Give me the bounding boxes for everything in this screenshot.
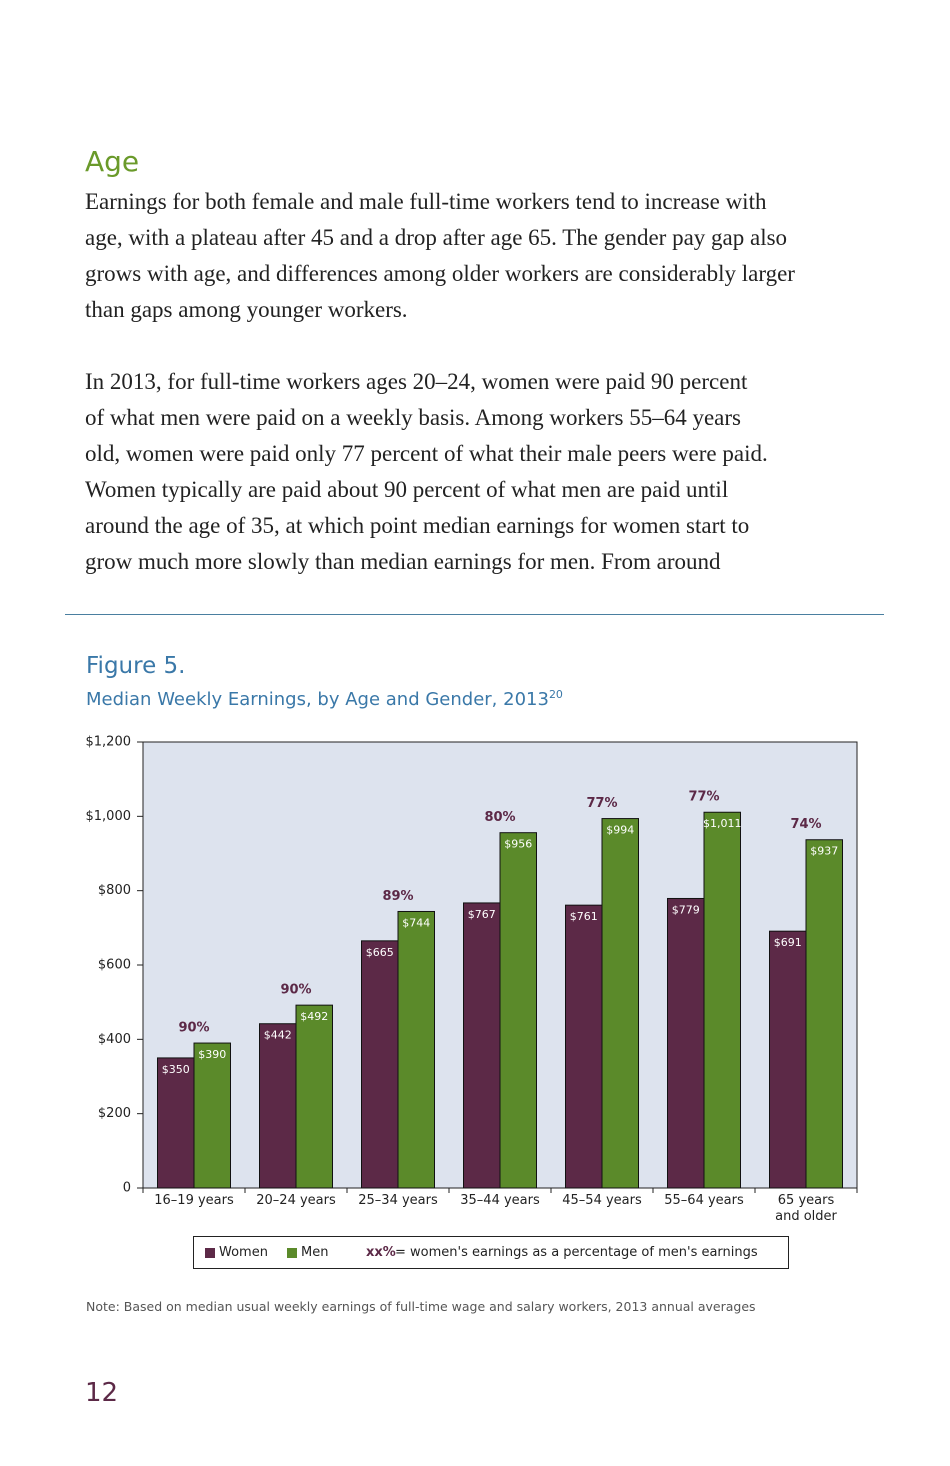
legend: Women Men xx% = women's earnings as a pe… (193, 1236, 789, 1269)
legend-label: Men (301, 1245, 329, 1260)
y-tick-label: 0 (123, 1181, 131, 1196)
divider (65, 614, 884, 615)
text-line: age, with a plateau after 45 and a drop … (85, 225, 788, 250)
value-label: $665 (366, 946, 394, 959)
value-label: $994 (606, 824, 634, 837)
paragraph: In 2013, for full-time workers ages 20–2… (85, 364, 768, 580)
value-label: $442 (264, 1029, 292, 1042)
y-tick-label: $200 (98, 1106, 131, 1121)
text-line: Earnings for both female and male full-t… (85, 189, 767, 214)
text-line: In 2013, for full-time workers ages 20–2… (85, 369, 748, 394)
bar (157, 1057, 195, 1189)
legend-label: Women (219, 1245, 268, 1260)
legend-swatch (205, 1248, 215, 1258)
y-tick-label: $800 (98, 883, 131, 898)
legend-swatch (287, 1248, 297, 1258)
bar (193, 1042, 231, 1189)
value-label: $761 (570, 910, 598, 923)
paragraph: Earnings for both female and male full-t… (85, 184, 795, 328)
x-tick-label: 16–19 years (154, 1193, 234, 1208)
page-number: 12 (85, 1378, 119, 1408)
bar (601, 818, 639, 1189)
x-tick-label: 45–54 years (562, 1193, 642, 1208)
bar (463, 902, 501, 1189)
text-line: grow much more slowly than median earnin… (85, 549, 721, 574)
value-label: $350 (162, 1063, 190, 1076)
text-line: Women typically are paid about 90 percen… (85, 477, 729, 502)
footnote-ref: 20 (548, 688, 563, 701)
value-label: $390 (198, 1048, 226, 1061)
value-label: $492 (300, 1010, 328, 1023)
bar (769, 930, 807, 1189)
value-label: $744 (402, 916, 430, 929)
gap-label: 90% (178, 1021, 209, 1036)
x-tick-label: 35–44 years (460, 1193, 540, 1208)
text-line: of what men were paid on a weekly basis.… (85, 405, 741, 430)
figure-label: Figure 5. (86, 653, 186, 679)
bar (361, 940, 399, 1189)
y-tick-label: $600 (98, 958, 131, 973)
text-line: than gaps among younger workers. (85, 297, 408, 322)
gap-label: 77% (688, 790, 719, 805)
bar (295, 1004, 333, 1189)
value-label: $956 (504, 838, 532, 851)
y-tick-label: $1,200 (86, 735, 132, 750)
legend-key: xx% (366, 1245, 396, 1260)
text-line: old, women were paid only 77 percent of … (85, 441, 768, 466)
x-tick-label: 25–34 years (358, 1193, 438, 1208)
bar (805, 839, 843, 1189)
value-label: $937 (810, 845, 838, 858)
value-label: $767 (468, 908, 496, 921)
bar (259, 1023, 297, 1189)
text-line: around the age of 35, at which point med… (85, 513, 750, 538)
gap-label: 90% (280, 983, 311, 998)
gap-label: 77% (586, 796, 617, 811)
bar (703, 811, 741, 1189)
bar (565, 904, 603, 1189)
gap-label: 74% (790, 817, 821, 832)
x-tick-label: 20–24 years (256, 1193, 336, 1208)
legend-note: = women's earnings as a percentage of me… (395, 1245, 758, 1260)
value-label: $691 (774, 936, 802, 949)
bar (667, 897, 705, 1189)
y-tick-label: $400 (98, 1032, 131, 1047)
text-line: grows with age, and differences among ol… (85, 261, 795, 286)
title-text: Median Weekly Earnings, by Age and Gende… (86, 689, 549, 710)
bar (499, 832, 537, 1189)
x-tick-label: 55–64 years (664, 1193, 744, 1208)
value-label: $1,011 (703, 817, 742, 830)
bar (397, 910, 435, 1189)
x-tick-label: 65 years and older (775, 1193, 837, 1224)
gap-label: 80% (484, 810, 515, 825)
gap-label: 89% (382, 889, 413, 904)
section-heading: Age (85, 145, 140, 178)
chart-title: Median Weekly Earnings, by Age and Gende… (86, 688, 563, 710)
value-label: $779 (672, 903, 700, 916)
y-tick-label: $1,000 (86, 809, 132, 824)
chart-note: Note: Based on median usual weekly earni… (86, 1299, 756, 1314)
